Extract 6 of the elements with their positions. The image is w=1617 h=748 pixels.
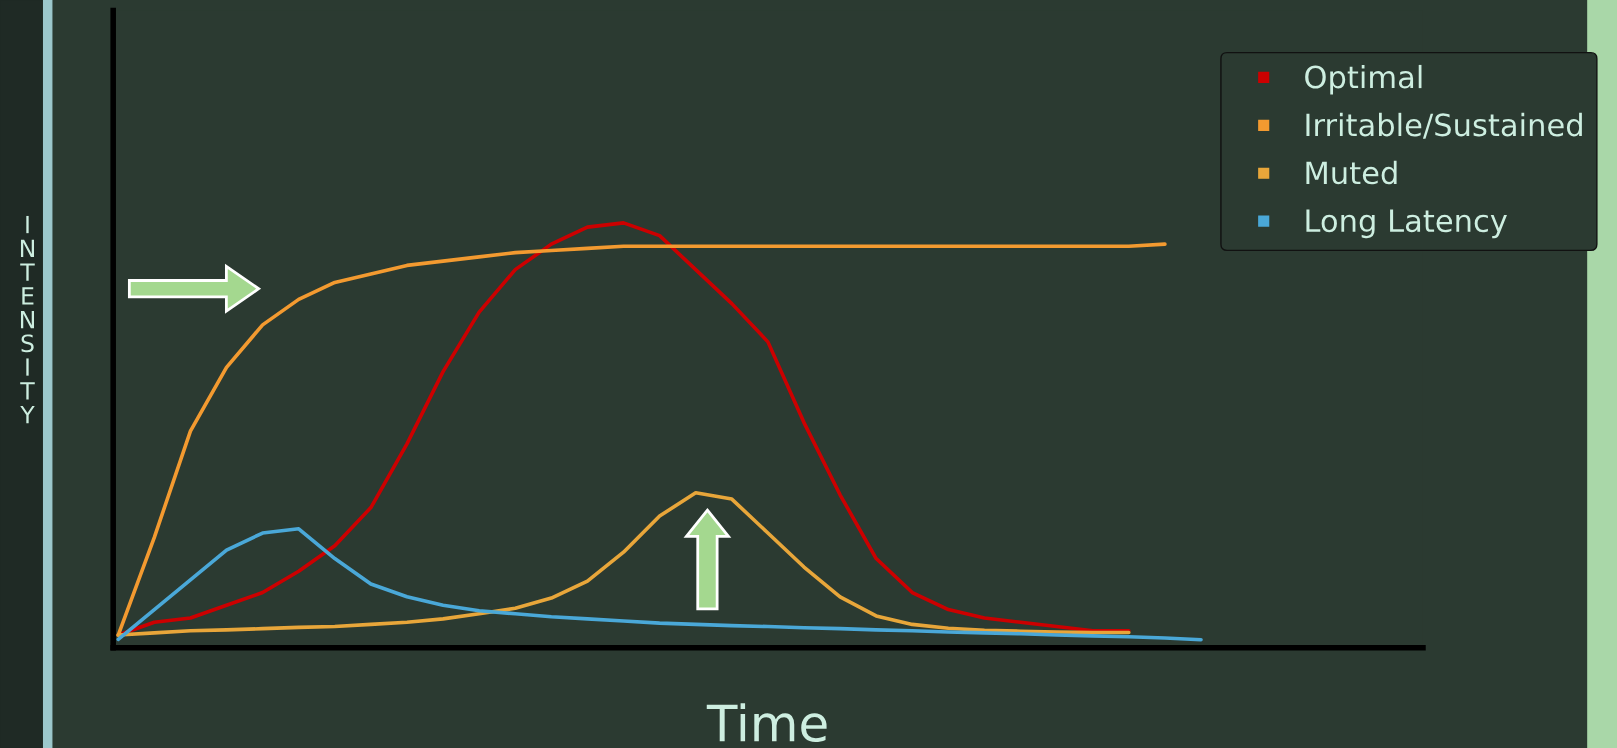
legend-label: Irritable/Sustained [1306,112,1582,139]
legend-label: Optimal [1305,64,1422,95]
text: INTENSITY [20,215,35,424]
x-axis-title: Time [706,703,827,743]
legend-label: Long Latency [1306,209,1507,239]
legend-label: Muted [1306,160,1397,185]
